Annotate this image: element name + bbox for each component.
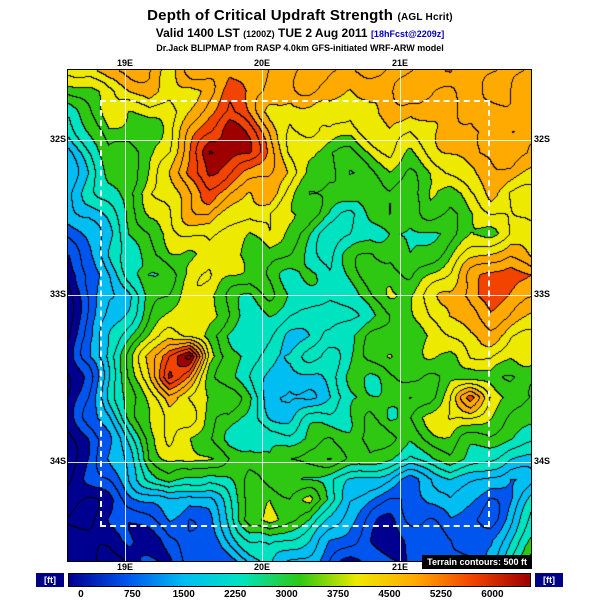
colorbar-tick-750: 750 (123, 589, 141, 600)
lat-label-right-33s: 33S (534, 289, 551, 299)
colorbar-tick-4500: 4500 (378, 589, 401, 600)
title-line: Depth of Critical Updraft Strength (AGL … (0, 7, 600, 24)
valid-date: TUE 2 Aug 2011 (278, 26, 368, 40)
gridline-lon-21e (400, 70, 401, 561)
valid-time: Valid 1400 LST (155, 26, 240, 40)
lon-label-bottom-19e: 19E (116, 562, 134, 572)
forecast-tag: [18hFcst@2209z] (370, 29, 445, 39)
lon-label-top-21e: 21E (391, 58, 409, 68)
page-title: Depth of Critical Updraft Strength (147, 7, 394, 24)
colorbar-tick-3750: 3750 (326, 589, 350, 600)
colorbar-tick-5250: 5250 (429, 589, 453, 600)
valid-zulu: (1200Z) (243, 29, 275, 39)
model-info: Dr.Jack BLIPMAP from RASP 4.0km GFS-init… (156, 43, 444, 53)
model-domain-boundary (100, 100, 490, 527)
colorbar-tick-6000: 6000 (481, 589, 504, 600)
lat-label-right-32s: 32S (534, 134, 551, 144)
gridline-lat-32s (68, 140, 531, 141)
lat-label-left-32s: 32S (49, 134, 66, 144)
gridline-lon-20e (262, 70, 263, 561)
gridline-lat-34s (68, 462, 531, 463)
colorbar-tick-3000: 3000 (275, 589, 298, 600)
lat-label-right-34s: 34S (534, 456, 551, 466)
header: Depth of Critical Updraft Strength (AGL … (0, 7, 600, 53)
lon-label-bottom-21e: 21E (391, 562, 409, 572)
colorbar-tick-2250: 2250 (224, 589, 247, 600)
lon-label-bottom-20e: 20E (253, 562, 271, 572)
lon-label-top-20e: 20E (253, 58, 271, 68)
colorbar-unit-left: [ft] (36, 573, 64, 587)
gridline-lat-33s (68, 295, 531, 296)
colorbar-tick-0: 0 (78, 589, 84, 600)
map-area (67, 69, 532, 562)
valid-line: Valid 1400 LST (1200Z) TUE 2 Aug 2011 [1… (0, 26, 600, 40)
colorbar-tick-1500: 1500 (172, 589, 195, 600)
colorbar-unit-right: [ft] (535, 573, 563, 587)
lat-label-left-33s: 33S (49, 289, 66, 299)
terrain-contours-note: Terrain contours: 500 ft (422, 555, 532, 569)
updraft-depth-field-canvas (68, 70, 531, 561)
page-title-suffix: (AGL Hcrit) (397, 12, 453, 23)
lat-label-left-34s: 34S (49, 456, 66, 466)
colorbar-ticks: 0 750 1500 2250 3000 3750 4500 5250 6000 (68, 589, 531, 600)
lon-label-top-19e: 19E (116, 58, 134, 68)
colorbar-gradient (68, 573, 531, 587)
gridline-lon-19e (125, 70, 126, 561)
